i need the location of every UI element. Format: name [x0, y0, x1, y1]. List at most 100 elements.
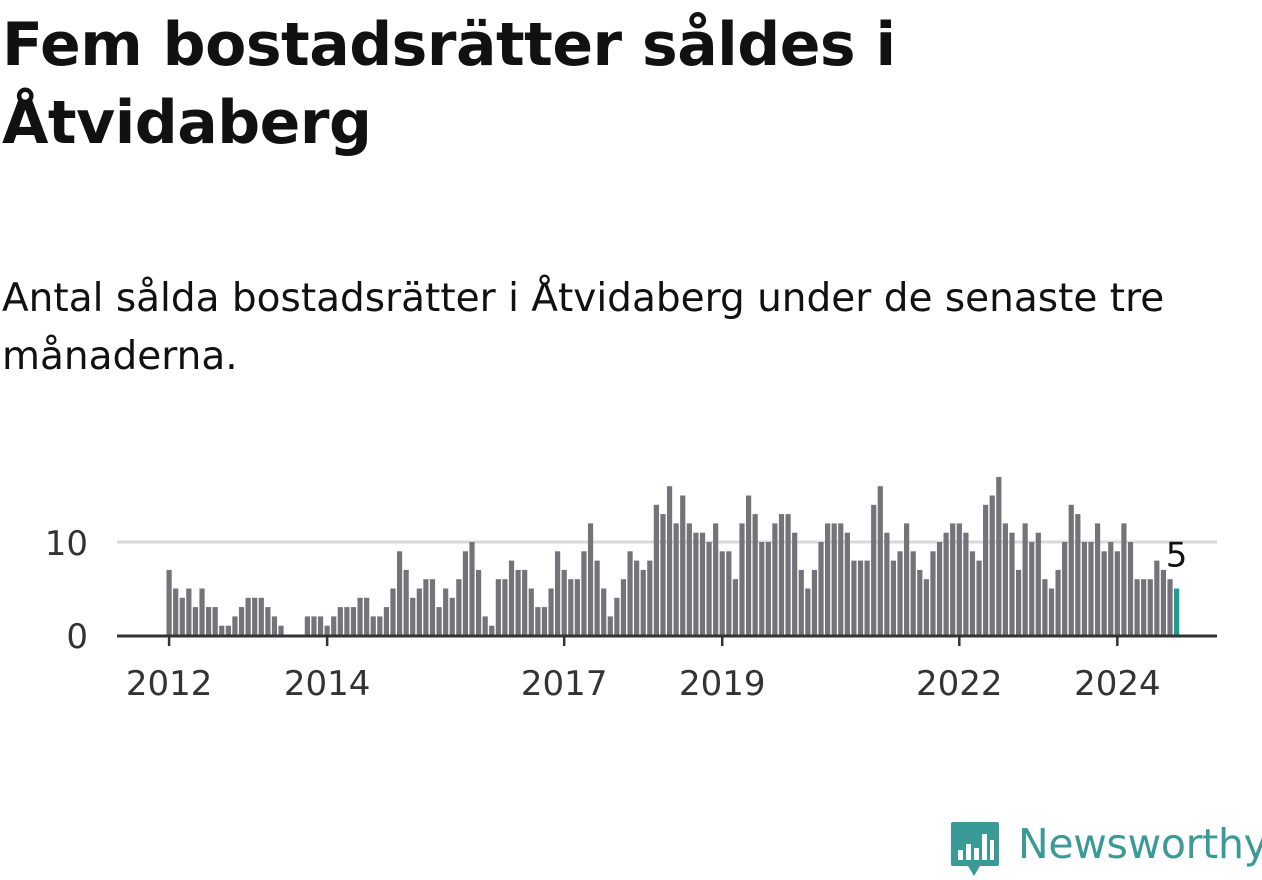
bar — [390, 588, 396, 635]
bar — [634, 560, 640, 635]
bar — [607, 616, 613, 635]
bar — [1068, 504, 1074, 635]
bar — [1015, 569, 1022, 635]
bar — [1121, 523, 1127, 635]
bar — [1127, 542, 1134, 635]
bar — [443, 588, 449, 635]
bar — [732, 579, 739, 635]
bar — [238, 607, 245, 635]
bar — [844, 532, 850, 635]
bar — [963, 532, 969, 635]
bar — [627, 551, 633, 635]
bar — [897, 551, 903, 635]
bar — [317, 616, 324, 635]
bar — [199, 588, 205, 635]
bar — [502, 579, 508, 635]
bar — [555, 551, 561, 635]
bar — [568, 579, 574, 635]
chart-y-tick-labels: 0 10 — [45, 524, 88, 657]
chart-x-tick-labels: 2012 2014 2017 2019 2022 2024 — [126, 664, 1161, 704]
bar — [699, 532, 706, 635]
bar — [930, 551, 936, 635]
bar — [673, 523, 679, 635]
bar — [252, 597, 258, 635]
bar — [1147, 579, 1153, 635]
bar — [173, 588, 179, 635]
bar — [1062, 542, 1068, 635]
bar — [996, 476, 1002, 635]
bar — [1154, 560, 1160, 635]
bar — [778, 514, 785, 635]
bar — [936, 542, 943, 635]
bar — [877, 486, 883, 635]
bar — [331, 616, 337, 635]
chart-annotations: 5 — [1166, 536, 1188, 576]
bar — [785, 514, 791, 635]
page-title: Fem bostadsrätter såldes i Åtvidaberg — [2, 10, 896, 158]
bar — [969, 551, 976, 635]
bar — [548, 588, 554, 635]
bar — [495, 579, 501, 635]
chart-bars — [166, 476, 1180, 635]
bar — [482, 616, 488, 635]
bar — [561, 569, 567, 635]
bar — [1002, 523, 1008, 635]
bar — [1035, 532, 1041, 635]
bar — [871, 504, 877, 635]
bar — [344, 607, 350, 635]
bar — [1141, 579, 1147, 635]
bar — [1108, 542, 1114, 635]
bar — [910, 551, 916, 635]
bar — [614, 597, 620, 635]
bar — [693, 532, 699, 635]
bar — [304, 616, 310, 635]
bar — [574, 579, 580, 635]
latest-value-label: 5 — [1166, 536, 1188, 576]
bar — [383, 607, 390, 635]
bar — [943, 532, 949, 635]
y-tick-label: 0 — [66, 617, 88, 657]
bar — [271, 616, 278, 635]
bar — [337, 607, 343, 635]
bar — [1167, 579, 1173, 635]
bar — [792, 532, 798, 635]
bar — [686, 523, 692, 635]
x-tick-label: 2017 — [521, 664, 608, 704]
bar — [364, 597, 370, 635]
bar — [186, 588, 192, 635]
bar — [206, 607, 212, 635]
bar — [212, 607, 218, 635]
bar — [1101, 551, 1107, 635]
bar — [956, 523, 962, 635]
bar — [752, 514, 758, 635]
bar — [449, 597, 455, 635]
bar — [1134, 579, 1140, 635]
bar — [370, 616, 376, 635]
y-tick-label: 10 — [45, 524, 88, 564]
bar — [508, 560, 515, 635]
bar — [377, 616, 383, 635]
bar — [245, 597, 251, 635]
bar — [890, 560, 897, 635]
chart-subtitle: Antal sålda bostadsrätter i Åtvidaberg u… — [2, 276, 1165, 379]
bar — [884, 532, 890, 635]
bar — [587, 523, 594, 635]
bar — [706, 542, 712, 635]
bar — [976, 560, 982, 635]
bar — [475, 569, 482, 635]
bar — [620, 579, 627, 635]
bar — [410, 597, 416, 635]
bar — [989, 495, 995, 635]
bar — [179, 597, 185, 635]
bar — [594, 560, 600, 635]
bar — [192, 607, 199, 635]
bar — [666, 486, 673, 635]
x-tick-label: 2014 — [284, 664, 371, 704]
bar — [745, 495, 752, 635]
bar — [950, 523, 956, 635]
bar — [765, 542, 771, 635]
bar — [324, 625, 330, 635]
bar — [1114, 551, 1120, 635]
chart-x-axis — [117, 634, 1217, 646]
bar — [581, 551, 587, 635]
